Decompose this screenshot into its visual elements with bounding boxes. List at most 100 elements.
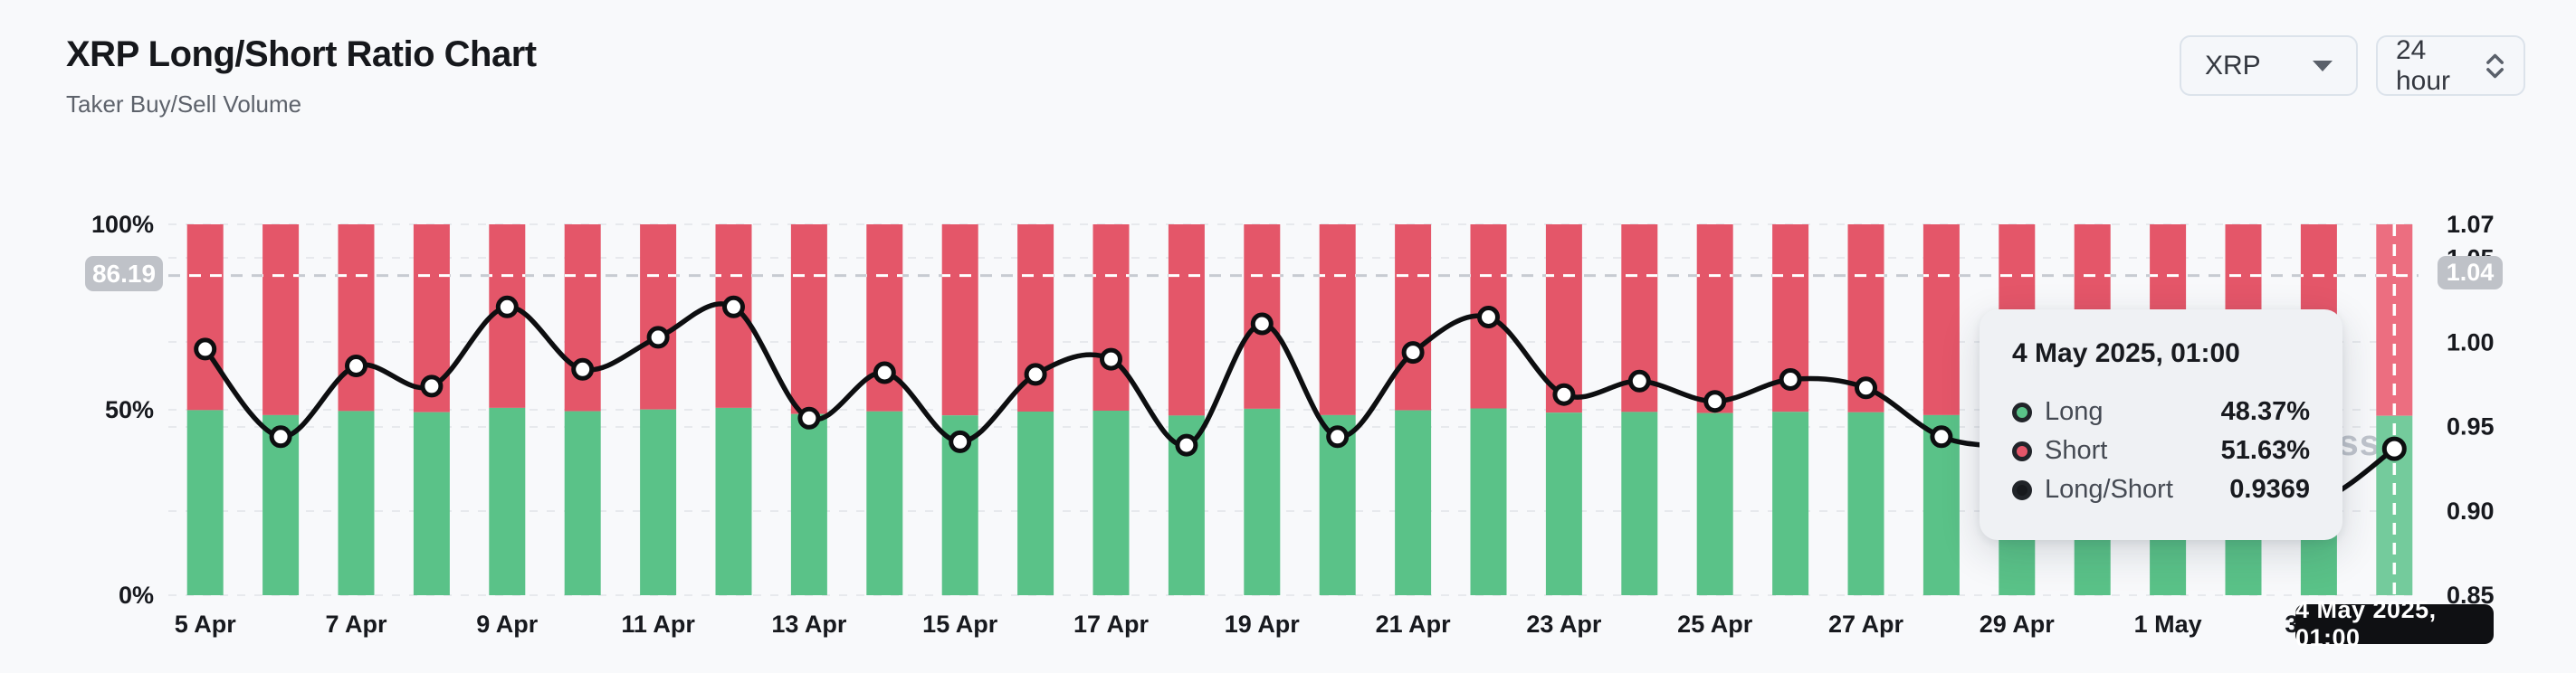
- short-series-dot-icon: [2012, 441, 2032, 461]
- svg-text:25 Apr: 25 Apr: [1677, 611, 1753, 638]
- svg-text:1 May: 1 May: [2134, 611, 2202, 638]
- short-bar-segment[interactable]: [338, 224, 375, 412]
- long-short-series-dot-icon: [2012, 479, 2032, 500]
- page-subtitle: Taker Buy/Sell Volume: [66, 90, 302, 118]
- data-point-marker: [1930, 425, 1953, 449]
- svg-text:0%: 0%: [119, 582, 154, 609]
- short-bar-segment[interactable]: [1319, 224, 1356, 415]
- svg-text:50%: 50%: [105, 396, 154, 423]
- svg-text:1.00: 1.00: [2447, 329, 2495, 356]
- long-bar-segment[interactable]: [640, 409, 677, 595]
- short-bar-segment[interactable]: [941, 224, 978, 416]
- svg-text:19 Apr: 19 Apr: [1225, 611, 1301, 638]
- tooltip-row-value: 0.9369: [2229, 475, 2310, 504]
- data-point-marker: [1477, 306, 1500, 328]
- short-bar-segment[interactable]: [1922, 224, 1960, 415]
- short-bar-segment[interactable]: [1395, 224, 1432, 411]
- short-bar-segment[interactable]: [1545, 224, 1582, 413]
- chart-header: XRP Long/Short Ratio Chart Taker Buy/Sel…: [66, 33, 537, 118]
- long-bar-segment[interactable]: [1847, 412, 1884, 595]
- data-point-marker: [495, 295, 519, 318]
- interval-dropdown-value: 24 hour: [2396, 34, 2451, 96]
- long-bar-segment[interactable]: [413, 412, 450, 595]
- svg-text:23 Apr: 23 Apr: [1526, 611, 1602, 638]
- data-point-marker: [1855, 376, 1877, 400]
- svg-text:13 Apr: 13 Apr: [771, 611, 847, 638]
- symbol-dropdown[interactable]: XRP: [2180, 35, 2358, 96]
- short-bar-segment[interactable]: [564, 224, 601, 412]
- svg-text:5 Apr: 5 Apr: [175, 611, 237, 638]
- long-bar-segment[interactable]: [338, 411, 375, 595]
- bars-group[interactable]: [186, 224, 2413, 596]
- long-bar-segment[interactable]: [1092, 411, 1130, 595]
- long-bar-segment[interactable]: [564, 411, 601, 595]
- data-point-marker: [1627, 369, 1651, 393]
- svg-text:29 Apr: 29 Apr: [1980, 611, 2056, 638]
- long-bar-segment[interactable]: [489, 407, 526, 595]
- chevron-down-icon: [2313, 60, 2333, 71]
- svg-text:100%: 100%: [91, 211, 154, 238]
- long-bar-segment[interactable]: [790, 413, 827, 595]
- tooltip-row-short: Short 51.63%: [2012, 431, 2310, 470]
- data-point-marker: [571, 357, 595, 381]
- svg-text:11 Apr: 11 Apr: [621, 611, 695, 638]
- tooltip-row-long-short: Long/Short 0.9369: [2012, 470, 2310, 509]
- data-point-marker: [1024, 363, 1047, 386]
- tooltip-row-label: Short: [2045, 436, 2108, 465]
- long-bar-segment[interactable]: [1772, 412, 1809, 595]
- markers-group: [194, 295, 2407, 513]
- chart-tooltip: 4 May 2025, 01:00 Long 48.37% Short 51.6…: [1980, 309, 2342, 540]
- short-bar-segment[interactable]: [1168, 224, 1205, 416]
- x-axis-labels: 5 Apr 7 Apr 9 Apr 11 Apr 13 Apr 15 Apr 17 Apr 1…: [175, 611, 2353, 638]
- short-bar-segment[interactable]: [790, 224, 827, 414]
- long-bar-segment[interactable]: [186, 410, 224, 595]
- short-bar-segment[interactable]: [1092, 224, 1130, 411]
- long-bar-segment[interactable]: [1244, 408, 1281, 595]
- tooltip-row-value: 48.37%: [2220, 397, 2310, 426]
- svg-text:0.90: 0.90: [2447, 498, 2495, 525]
- data-point-marker: [1401, 341, 1425, 365]
- svg-text:15 Apr: 15 Apr: [922, 611, 998, 638]
- data-point-marker: [1100, 347, 1122, 371]
- data-point-marker: [269, 425, 292, 449]
- data-point-marker: [1703, 390, 1727, 413]
- svg-text:27 Apr: 27 Apr: [1828, 611, 1904, 638]
- svg-text:0.95: 0.95: [2447, 413, 2495, 441]
- short-bar-segment[interactable]: [1696, 224, 1733, 413]
- svg-text:9 Apr: 9 Apr: [476, 611, 539, 638]
- tooltip-rows: Long 48.37% Short 51.63% Long/Short 0.93…: [2012, 393, 2310, 509]
- tooltip-row-long: Long 48.37%: [2012, 393, 2310, 431]
- data-point-marker: [1552, 383, 1576, 406]
- data-point-marker: [722, 295, 745, 318]
- long-bar-segment[interactable]: [1395, 410, 1432, 595]
- long-bar-segment[interactable]: [1470, 408, 1507, 596]
- data-point-marker: [194, 337, 217, 361]
- data-point-marker: [949, 430, 972, 453]
- tooltip-row-value: 51.63%: [2220, 436, 2310, 465]
- long-bar-segment[interactable]: [1545, 412, 1582, 595]
- svg-text:1.07: 1.07: [2447, 211, 2495, 238]
- crosshair-left-axis-badge: 86.19: [85, 256, 163, 291]
- long-bar-segment[interactable]: [1017, 412, 1054, 595]
- long-bar-segment[interactable]: [1696, 412, 1733, 595]
- page-title: XRP Long/Short Ratio Chart: [66, 34, 537, 74]
- long-bar-segment[interactable]: [715, 407, 752, 595]
- svg-text:17 Apr: 17 Apr: [1073, 611, 1150, 638]
- long-bar-segment[interactable]: [866, 411, 903, 595]
- data-point-marker: [873, 361, 896, 384]
- svg-text:21 Apr: 21 Apr: [1376, 611, 1452, 638]
- interval-dropdown[interactable]: 24 hour: [2376, 35, 2525, 96]
- data-point-marker: [1326, 425, 1350, 449]
- tooltip-row-label: Long/Short: [2045, 475, 2173, 504]
- short-bar-segment[interactable]: [186, 224, 224, 411]
- long-series-dot-icon: [2012, 402, 2032, 422]
- data-point-marker: [646, 326, 670, 349]
- up-down-chevrons-icon: [2486, 53, 2504, 78]
- short-bar-segment[interactable]: [640, 224, 677, 410]
- long-bar-segment[interactable]: [1621, 412, 1658, 595]
- short-bar-segment[interactable]: [262, 224, 300, 415]
- tooltip-row-label: Long: [2045, 397, 2104, 426]
- symbol-dropdown-value: XRP: [2205, 50, 2261, 81]
- crosshair-x-axis-badge: 4 May 2025, 01:00: [2295, 596, 2494, 651]
